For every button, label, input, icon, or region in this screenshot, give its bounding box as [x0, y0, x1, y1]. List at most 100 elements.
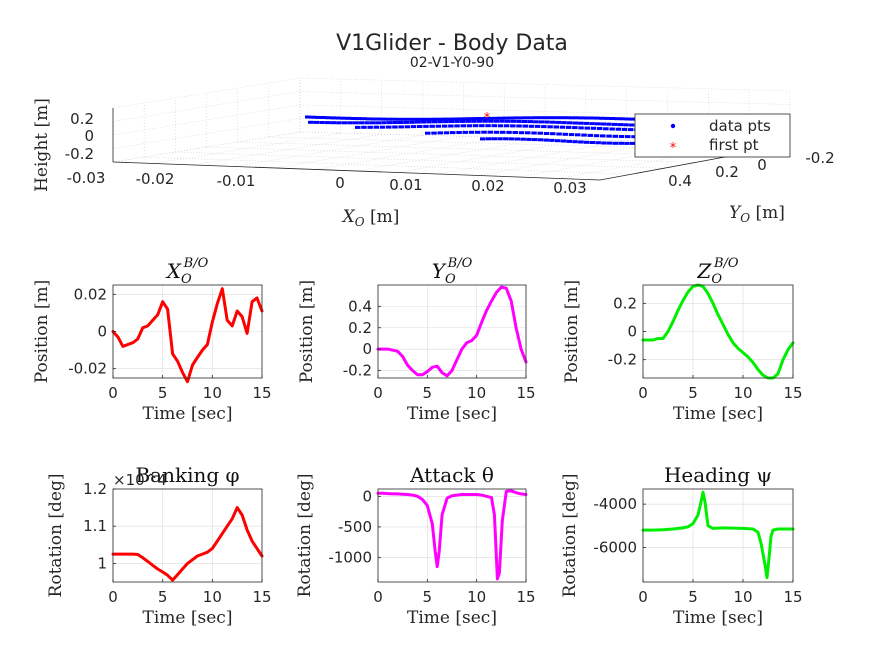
data-point — [482, 117, 488, 120]
y-tick-label: -0.2 — [608, 351, 637, 369]
data-point — [420, 120, 426, 124]
y-tick-label: 0 — [362, 340, 372, 358]
data-point — [528, 116, 534, 120]
data-point — [596, 127, 603, 130]
floor-gridline — [518, 142, 709, 178]
data-point — [437, 131, 443, 135]
x-tick-label: 0 — [373, 384, 383, 402]
data-point — [572, 121, 578, 125]
x-tick-label: 15 — [516, 384, 535, 402]
wall-gridline — [299, 91, 791, 105]
data-point — [544, 120, 550, 124]
data-point — [518, 131, 525, 135]
floor-gridline — [237, 141, 727, 157]
data-point — [313, 120, 320, 124]
data-point — [497, 116, 504, 120]
data-point — [589, 116, 595, 120]
x-tick-label: 5 — [423, 588, 433, 606]
data-point — [533, 120, 539, 124]
y-tick-label-3d: -0.2 — [805, 149, 834, 167]
data-point — [404, 125, 411, 129]
data-point — [336, 121, 342, 125]
data-point — [416, 117, 423, 121]
data-point — [504, 119, 511, 123]
data-point — [575, 133, 581, 137]
data-point — [465, 119, 472, 123]
scatter-3d-axis-labels: XO [m] YO [m] Height [m] — [32, 98, 785, 229]
data-point — [625, 135, 631, 139]
data-point — [423, 124, 429, 128]
y-tick-label: 0.02 — [74, 285, 107, 303]
data-point — [431, 117, 438, 121]
data-point — [628, 123, 635, 127]
scatter-3d-legend[interactable]: data pts * first pt — [634, 113, 791, 158]
data-point — [450, 131, 456, 135]
subplot-title: XOB/O — [165, 256, 209, 287]
data-point — [396, 117, 402, 121]
data-point — [562, 132, 568, 136]
data-point — [330, 121, 336, 125]
y-tick-label: 0.4 — [348, 297, 372, 315]
x-axis-label: Time [sec] — [407, 608, 497, 628]
floor-gridline — [234, 135, 423, 167]
data-point — [364, 121, 370, 125]
x-tick-label: 0 — [638, 588, 648, 606]
x-tick-label: 0 — [373, 588, 383, 606]
x-tick-label: 5 — [158, 384, 168, 402]
data-point — [466, 124, 473, 128]
y-tick-label: 0.2 — [613, 294, 637, 312]
data-point — [527, 120, 533, 124]
data-point — [578, 140, 584, 144]
data-point — [462, 117, 468, 121]
data-point — [600, 122, 607, 126]
floor-gridline — [144, 156, 632, 175]
x-axis-label: Time [sec] — [407, 404, 497, 424]
data-point — [499, 119, 505, 123]
data-point — [578, 126, 584, 130]
data-point — [441, 124, 448, 128]
data-point — [471, 119, 477, 123]
data-point — [578, 116, 585, 120]
data-point — [510, 124, 516, 128]
scatter-3d-ticks: -0.03 -0.02 -0.01 0 0.01 0.02 0.03 0.4 0.2 0 -0.20… — [65, 110, 835, 197]
data-point — [350, 117, 357, 120]
data-point — [487, 116, 494, 120]
plot-area — [113, 489, 262, 582]
x-tick-label: 10 — [203, 588, 222, 606]
y-tick-label: -4000 — [593, 495, 637, 513]
data-point — [568, 133, 575, 137]
data-point — [460, 124, 466, 128]
data-point — [618, 135, 625, 138]
data-point — [512, 131, 518, 134]
data-point — [603, 127, 609, 131]
data-point — [614, 117, 620, 121]
data-point — [369, 121, 376, 125]
data-point — [381, 117, 387, 121]
data-point — [493, 130, 500, 134]
subplot-title: ZOB/O — [696, 256, 739, 287]
data-point — [584, 126, 590, 130]
data-point — [538, 120, 545, 124]
data-point — [518, 116, 524, 120]
data-point — [612, 134, 618, 138]
data-point — [510, 119, 517, 123]
data-point — [411, 117, 417, 121]
data-point — [429, 124, 435, 128]
x-tick-label: 5 — [688, 384, 698, 402]
z-tick-label-3d: 0 — [84, 127, 94, 145]
data-point — [553, 125, 559, 129]
y-tick-label: -6000 — [593, 538, 637, 556]
data-point — [593, 134, 600, 138]
data-point — [447, 117, 453, 121]
data-point — [516, 124, 522, 128]
x-tick-label-3d: -0.01 — [217, 172, 256, 190]
data-point — [376, 117, 382, 121]
x-axis-label: Time [sec] — [143, 608, 233, 628]
data-point — [497, 124, 504, 128]
data-point — [521, 120, 528, 123]
y-tick-label-3d: 0.4 — [668, 172, 692, 190]
legend-marker-first-pt: * — [670, 141, 677, 156]
data-point — [555, 120, 562, 124]
